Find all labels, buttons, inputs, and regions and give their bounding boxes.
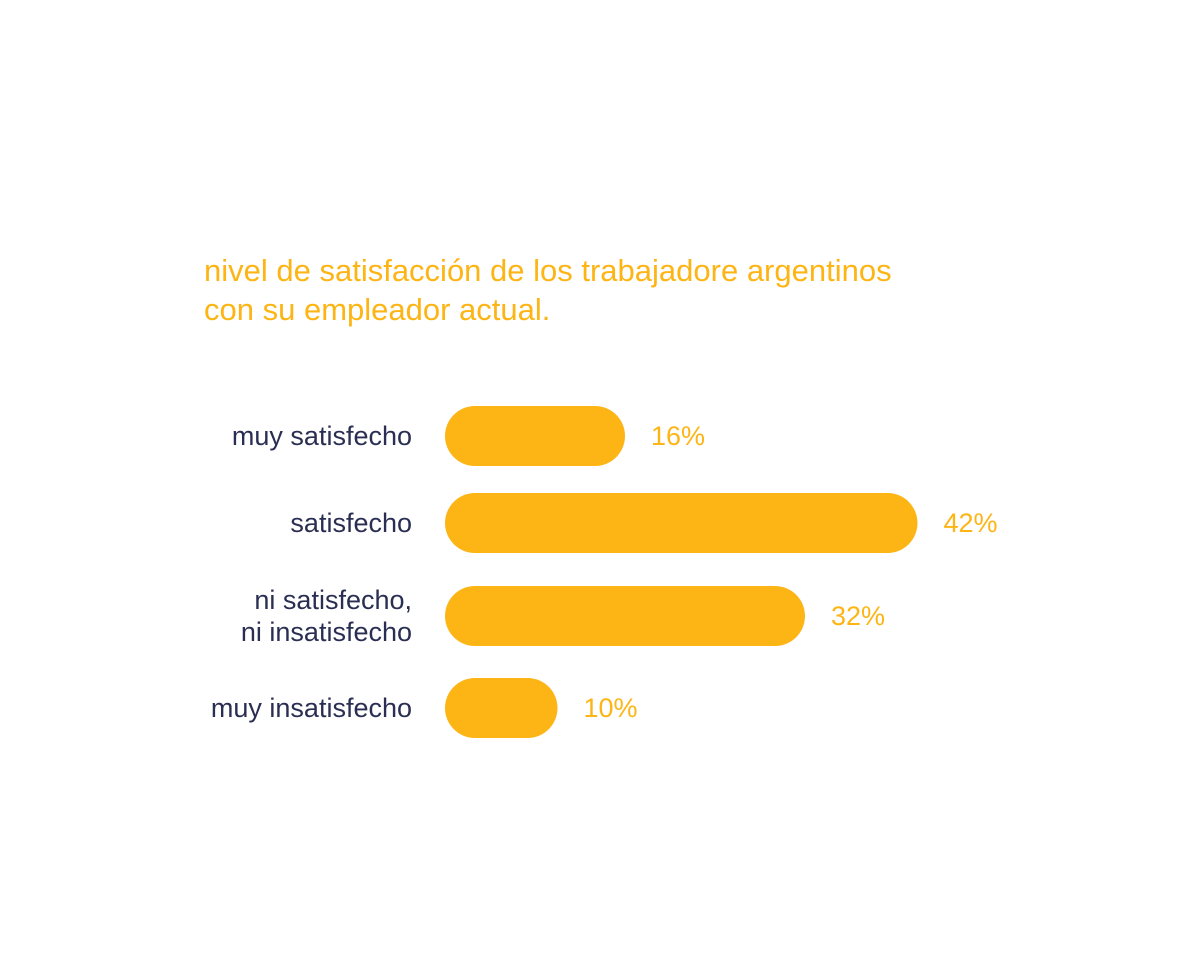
category-label-2-line-1: ni insatisfecho	[241, 617, 412, 647]
value-label-3: 10%	[584, 693, 638, 723]
bars-group	[445, 406, 918, 738]
bar-2	[445, 586, 805, 646]
category-label-2-line-0: ni satisfecho,	[254, 585, 412, 615]
category-label-1: satisfecho	[290, 508, 412, 538]
value-labels-group: 16% 42% 32% 10%	[584, 421, 998, 723]
bar-0	[445, 406, 625, 466]
category-label-0: muy satisfecho	[232, 421, 412, 451]
value-label-2: 32%	[831, 601, 885, 631]
chart-title-line-1: nivel de satisfacción de los trabajadore…	[204, 253, 892, 288]
bar-1	[445, 493, 918, 553]
chart-title-line-2: con su empleador actual.	[204, 292, 550, 327]
chart-title: nivel de satisfacción de los trabajadore…	[204, 253, 892, 327]
bar-3	[445, 678, 558, 738]
value-label-0: 16%	[651, 421, 705, 451]
category-labels-group: muy satisfecho satisfecho ni satisfecho,ni…	[211, 421, 412, 723]
category-label-3: muy insatisfecho	[211, 693, 412, 723]
value-label-1: 42%	[944, 508, 998, 538]
